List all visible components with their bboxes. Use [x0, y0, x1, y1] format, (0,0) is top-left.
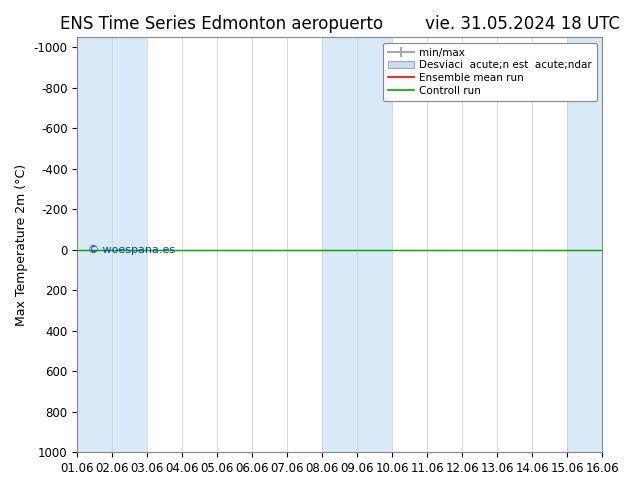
- Y-axis label: Max Temperature 2m (°C): Max Temperature 2m (°C): [15, 164, 28, 326]
- Bar: [567, 37, 619, 452]
- Text: © woespana.es: © woespana.es: [87, 245, 175, 255]
- Title: ENS Time Series Edmonton aeropuerto        vie. 31.05.2024 18 UTC: ENS Time Series Edmonton aeropuerto vie.…: [60, 15, 619, 33]
- Bar: [77, 37, 147, 452]
- Legend: min/max, Desviaci  acute;n est  acute;ndar, Ensemble mean run, Controll run: min/max, Desviaci acute;n est acute;ndar…: [382, 43, 597, 101]
- Bar: [322, 37, 392, 452]
